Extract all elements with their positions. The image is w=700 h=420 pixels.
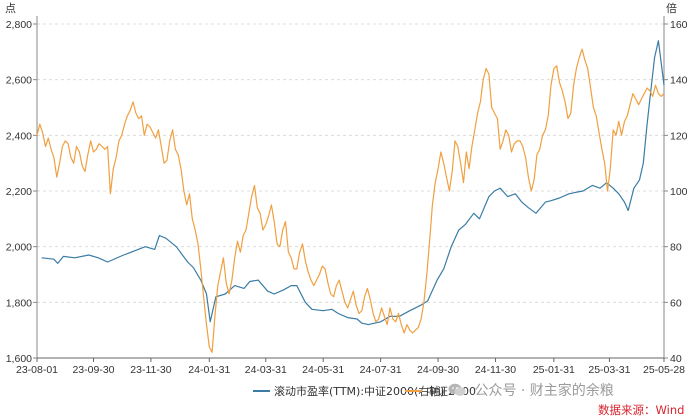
right-axis-tick-labels: 40 60 80 100 120 140 160 [670, 19, 688, 365]
axes [33, 16, 668, 362]
left-tick-label: 2,800 [6, 19, 32, 31]
right-tick-label: 100 [670, 186, 688, 198]
x-tick-label: 23-09-30 [72, 364, 114, 376]
x-tick-label: 24-01-31 [188, 364, 230, 376]
x-tick-label: 24-09-30 [417, 364, 459, 376]
x-tick-label: 23-11-30 [130, 364, 171, 376]
right-tick-label: 40 [670, 353, 682, 365]
watermark-text: 公众号 · 财主家的余粮 [474, 383, 614, 399]
right-tick-label: 140 [670, 75, 688, 87]
left-tick-label: 2,000 [6, 242, 32, 254]
left-axis-tick-labels: 1,600 1,800 2,000 2,200 2,400 2,600 2,800 [6, 19, 32, 365]
right-tick-label: 160 [670, 19, 688, 31]
legend: 滚动市盈率(TTM):中证2000(右轴) 中证2000 [253, 384, 476, 398]
x-tick-label: 24-03-31 [245, 364, 287, 376]
left-tick-label: 1,600 [6, 353, 32, 365]
right-tick-label: 120 [670, 130, 688, 142]
left-axis-unit: 点 [5, 2, 16, 15]
x-tick-label: 24-05-31 [302, 364, 344, 376]
left-tick-label: 1,800 [6, 297, 32, 309]
wechat-icon [448, 383, 466, 396]
watermark: 公众号 · 财主家的余粮 [448, 380, 614, 400]
series-line-csi2000 [36, 48, 665, 353]
x-axis-tick-labels: 23-08-01 23-09-30 23-11-30 24-01-31 24-03-31… [16, 364, 685, 376]
x-tick-label: 25-03-31 [588, 364, 630, 376]
source-note: 数据来源：Wind [598, 403, 685, 417]
right-tick-label: 80 [670, 242, 682, 254]
x-tick-label: 24-11-30 [475, 364, 516, 376]
series-lines [36, 40, 665, 353]
x-tick-label: 23-08-01 [16, 364, 58, 376]
left-tick-label: 2,200 [6, 186, 32, 198]
x-tick-label: 25-05-28 [643, 364, 685, 376]
x-tick-label: 24-07-31 [360, 364, 402, 376]
right-axis-unit: 倍 [666, 1, 677, 15]
x-tick-label: 25-01-31 [533, 364, 575, 376]
legend-label-pe: 滚动市盈率(TTM):中证2000(右轴) [274, 384, 445, 398]
right-tick-label: 60 [670, 297, 682, 309]
left-tick-label: 2,600 [6, 75, 32, 87]
left-tick-label: 2,400 [6, 130, 32, 142]
series-line-pe-ttm [41, 40, 665, 326]
gridlines [37, 23, 664, 303]
